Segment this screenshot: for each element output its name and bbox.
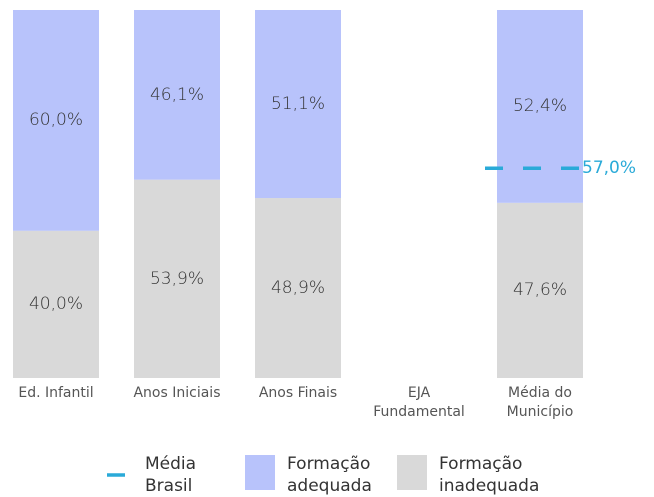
bar-segment <box>255 198 341 378</box>
bar-segment <box>255 10 341 199</box>
value-label: 46,1% <box>149 84 204 105</box>
legend-label: Formação inadequada <box>439 454 540 496</box>
x-tick-label: Anos Iniciais <box>133 385 221 401</box>
bar-segment <box>134 10 220 180</box>
value-label: 48,9% <box>270 278 325 299</box>
value-label: 53,9% <box>149 268 204 289</box>
legend-label: Média Brasil <box>145 454 197 496</box>
value-label: 47,6% <box>512 280 567 301</box>
x-tick-label: Ed. Infantil <box>18 385 94 401</box>
x-tick-label: EJA Fundamental <box>373 385 465 420</box>
legend-swatch <box>245 455 275 490</box>
bar-segment <box>134 179 220 378</box>
bar-segment <box>13 230 99 378</box>
value-label: 60,0% <box>28 110 83 131</box>
reference-label: 57,0% <box>582 158 637 179</box>
value-label: 52,4% <box>512 96 567 117</box>
value-label: 51,1% <box>270 94 325 115</box>
bar-segment <box>497 10 583 203</box>
bar-segment <box>497 202 583 378</box>
x-tick-label: Média do Município <box>506 385 574 420</box>
x-tick-label: Anos Finais <box>258 385 338 401</box>
legend-swatch <box>397 455 427 490</box>
bar-segment <box>13 10 99 231</box>
value-label: 40,0% <box>28 294 83 315</box>
legend-label: Formação adequada <box>287 454 372 496</box>
